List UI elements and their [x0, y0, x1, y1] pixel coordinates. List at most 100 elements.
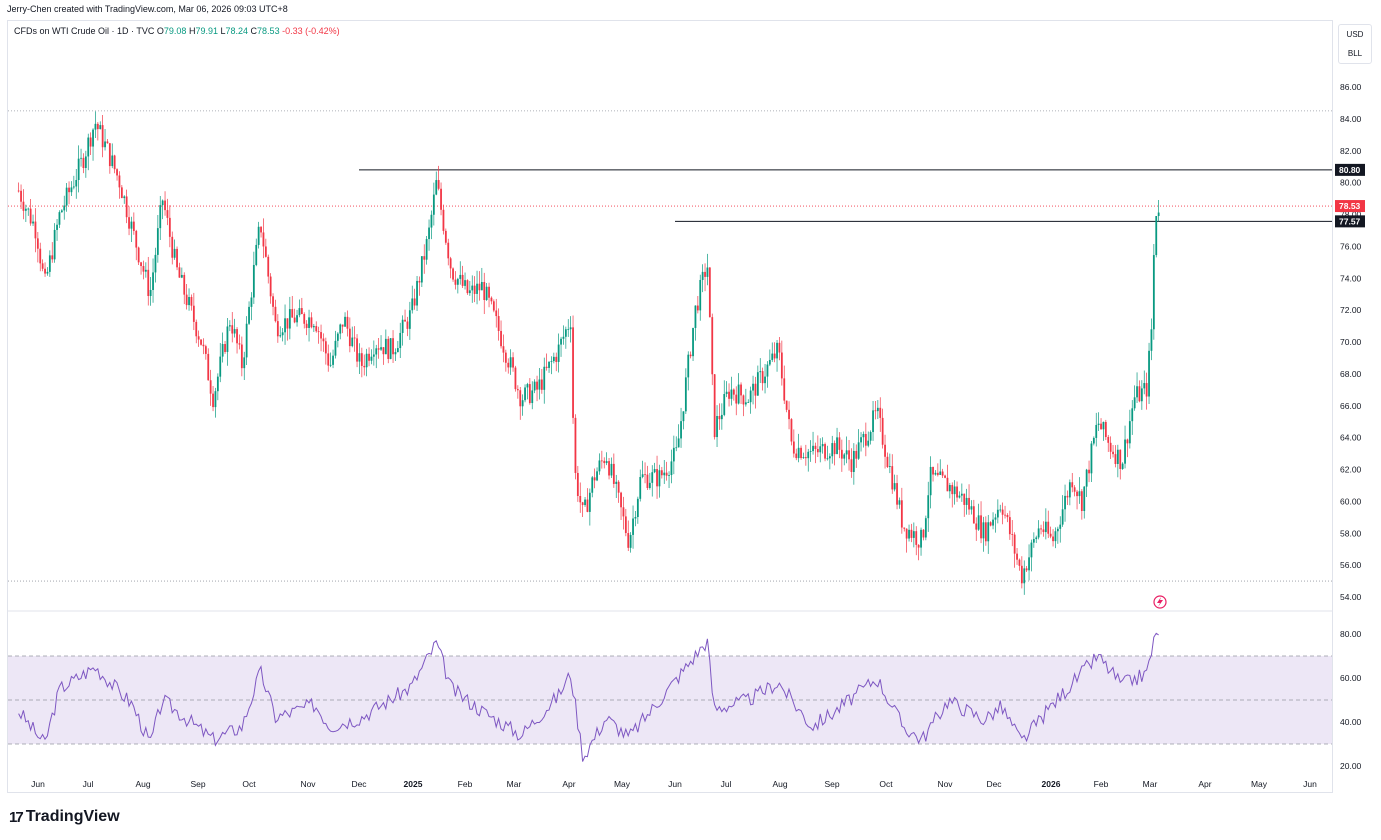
- candle-body: [22, 201, 25, 211]
- candle-body: [1150, 329, 1153, 351]
- chart-frame: [7, 20, 1333, 793]
- candle-body: [764, 376, 766, 384]
- unit-label[interactable]: BLL: [1347, 49, 1363, 58]
- candle-body: [704, 271, 706, 277]
- candle-body: [910, 529, 913, 538]
- candle-body: [202, 344, 205, 347]
- candle-body: [303, 314, 306, 324]
- candle-body: [548, 361, 550, 368]
- candle-body: [485, 286, 488, 301]
- candle-body: [212, 393, 214, 408]
- candle-body: [104, 141, 106, 148]
- candle-body: [368, 353, 370, 361]
- candle-body: [1136, 386, 1138, 398]
- candle-body: [269, 276, 272, 297]
- lightning-bolt-icon: [1157, 597, 1163, 607]
- candle-body: [912, 531, 915, 538]
- candle-body: [233, 329, 236, 334]
- candle-body: [144, 269, 147, 272]
- low-label: L: [220, 26, 226, 36]
- candle-body: [130, 221, 133, 229]
- candle-body: [351, 337, 354, 347]
- candle-body: [1095, 424, 1098, 438]
- candle-body: [1018, 559, 1021, 566]
- candle-body: [550, 361, 553, 362]
- candle-body: [1114, 454, 1117, 464]
- candle-body: [1128, 421, 1131, 444]
- candle-body: [209, 380, 212, 394]
- candle-body: [240, 344, 243, 369]
- candle-body: [948, 485, 951, 492]
- candle-body: [77, 158, 80, 180]
- candle-body: [701, 271, 704, 280]
- candle-body: [1008, 517, 1011, 535]
- candle-body: [742, 395, 745, 405]
- candle-body: [932, 466, 934, 475]
- candle-body: [480, 282, 483, 291]
- candle-body: [197, 336, 200, 340]
- candle-body: [384, 338, 387, 355]
- candle-body: [802, 457, 805, 459]
- candle-body: [99, 125, 102, 130]
- x-tick-label: Mar: [507, 779, 522, 789]
- candle-body: [365, 353, 368, 368]
- tradingview-logo[interactable]: 17 TradingView: [9, 808, 120, 826]
- candle-body: [492, 301, 495, 311]
- candle-body: [1052, 536, 1054, 542]
- candle-body: [272, 296, 274, 307]
- candle-body: [725, 391, 728, 395]
- candle-body: [968, 497, 970, 510]
- candle-body: [65, 187, 68, 206]
- rsi-tick-label: 40.00: [1340, 717, 1362, 727]
- candle-body: [1138, 386, 1141, 402]
- candle-body: [44, 268, 46, 274]
- candle-body: [284, 318, 286, 333]
- candle-body: [101, 125, 104, 148]
- candle-body: [228, 325, 231, 327]
- currency-label[interactable]: USD: [1346, 30, 1364, 39]
- x-tick-label: Oct: [879, 779, 893, 789]
- candle-body: [420, 256, 423, 283]
- candle-body: [399, 332, 402, 349]
- candle-body: [996, 509, 999, 518]
- candle-body: [413, 298, 416, 306]
- candle-body: [305, 323, 308, 328]
- candle-body: [908, 529, 910, 539]
- candle-body: [840, 449, 843, 459]
- candle-body: [39, 248, 42, 264]
- candle-body: [51, 255, 54, 260]
- candle-body: [1083, 486, 1086, 511]
- candle-body: [260, 226, 262, 233]
- candle-body: [596, 471, 598, 481]
- price-tick-label: 58.00: [1340, 528, 1362, 538]
- candle-body: [1054, 531, 1057, 542]
- candle-body: [1073, 487, 1076, 492]
- open-value: 79.08: [163, 26, 187, 36]
- candle-body: [941, 471, 944, 476]
- candle-body: [281, 332, 284, 336]
- candle-body: [430, 214, 433, 228]
- candle-body: [552, 356, 555, 362]
- candle-body: [826, 458, 829, 460]
- candle-body: [1131, 408, 1134, 422]
- candle-body: [68, 187, 70, 193]
- candle-body: [324, 341, 327, 354]
- candle-body: [658, 470, 661, 487]
- candle-body: [1119, 449, 1122, 469]
- candle-body: [87, 137, 90, 157]
- candle-body: [771, 353, 774, 360]
- symbol-name[interactable]: CFDs on WTI Crude Oil · 1D · TVC: [14, 26, 155, 36]
- candle-body: [984, 522, 987, 542]
- price-tick-label: 72.00: [1340, 305, 1362, 315]
- candle-body: [454, 279, 457, 285]
- candle-body: [274, 306, 277, 322]
- candle-body: [476, 283, 478, 294]
- candle-body: [965, 497, 968, 505]
- candle-body: [660, 470, 663, 476]
- candle-body: [884, 444, 886, 457]
- candle-body: [814, 445, 817, 450]
- candle-body: [598, 460, 601, 472]
- candle-body: [509, 357, 512, 368]
- unit-selector[interactable]: USD BLL: [1338, 24, 1372, 64]
